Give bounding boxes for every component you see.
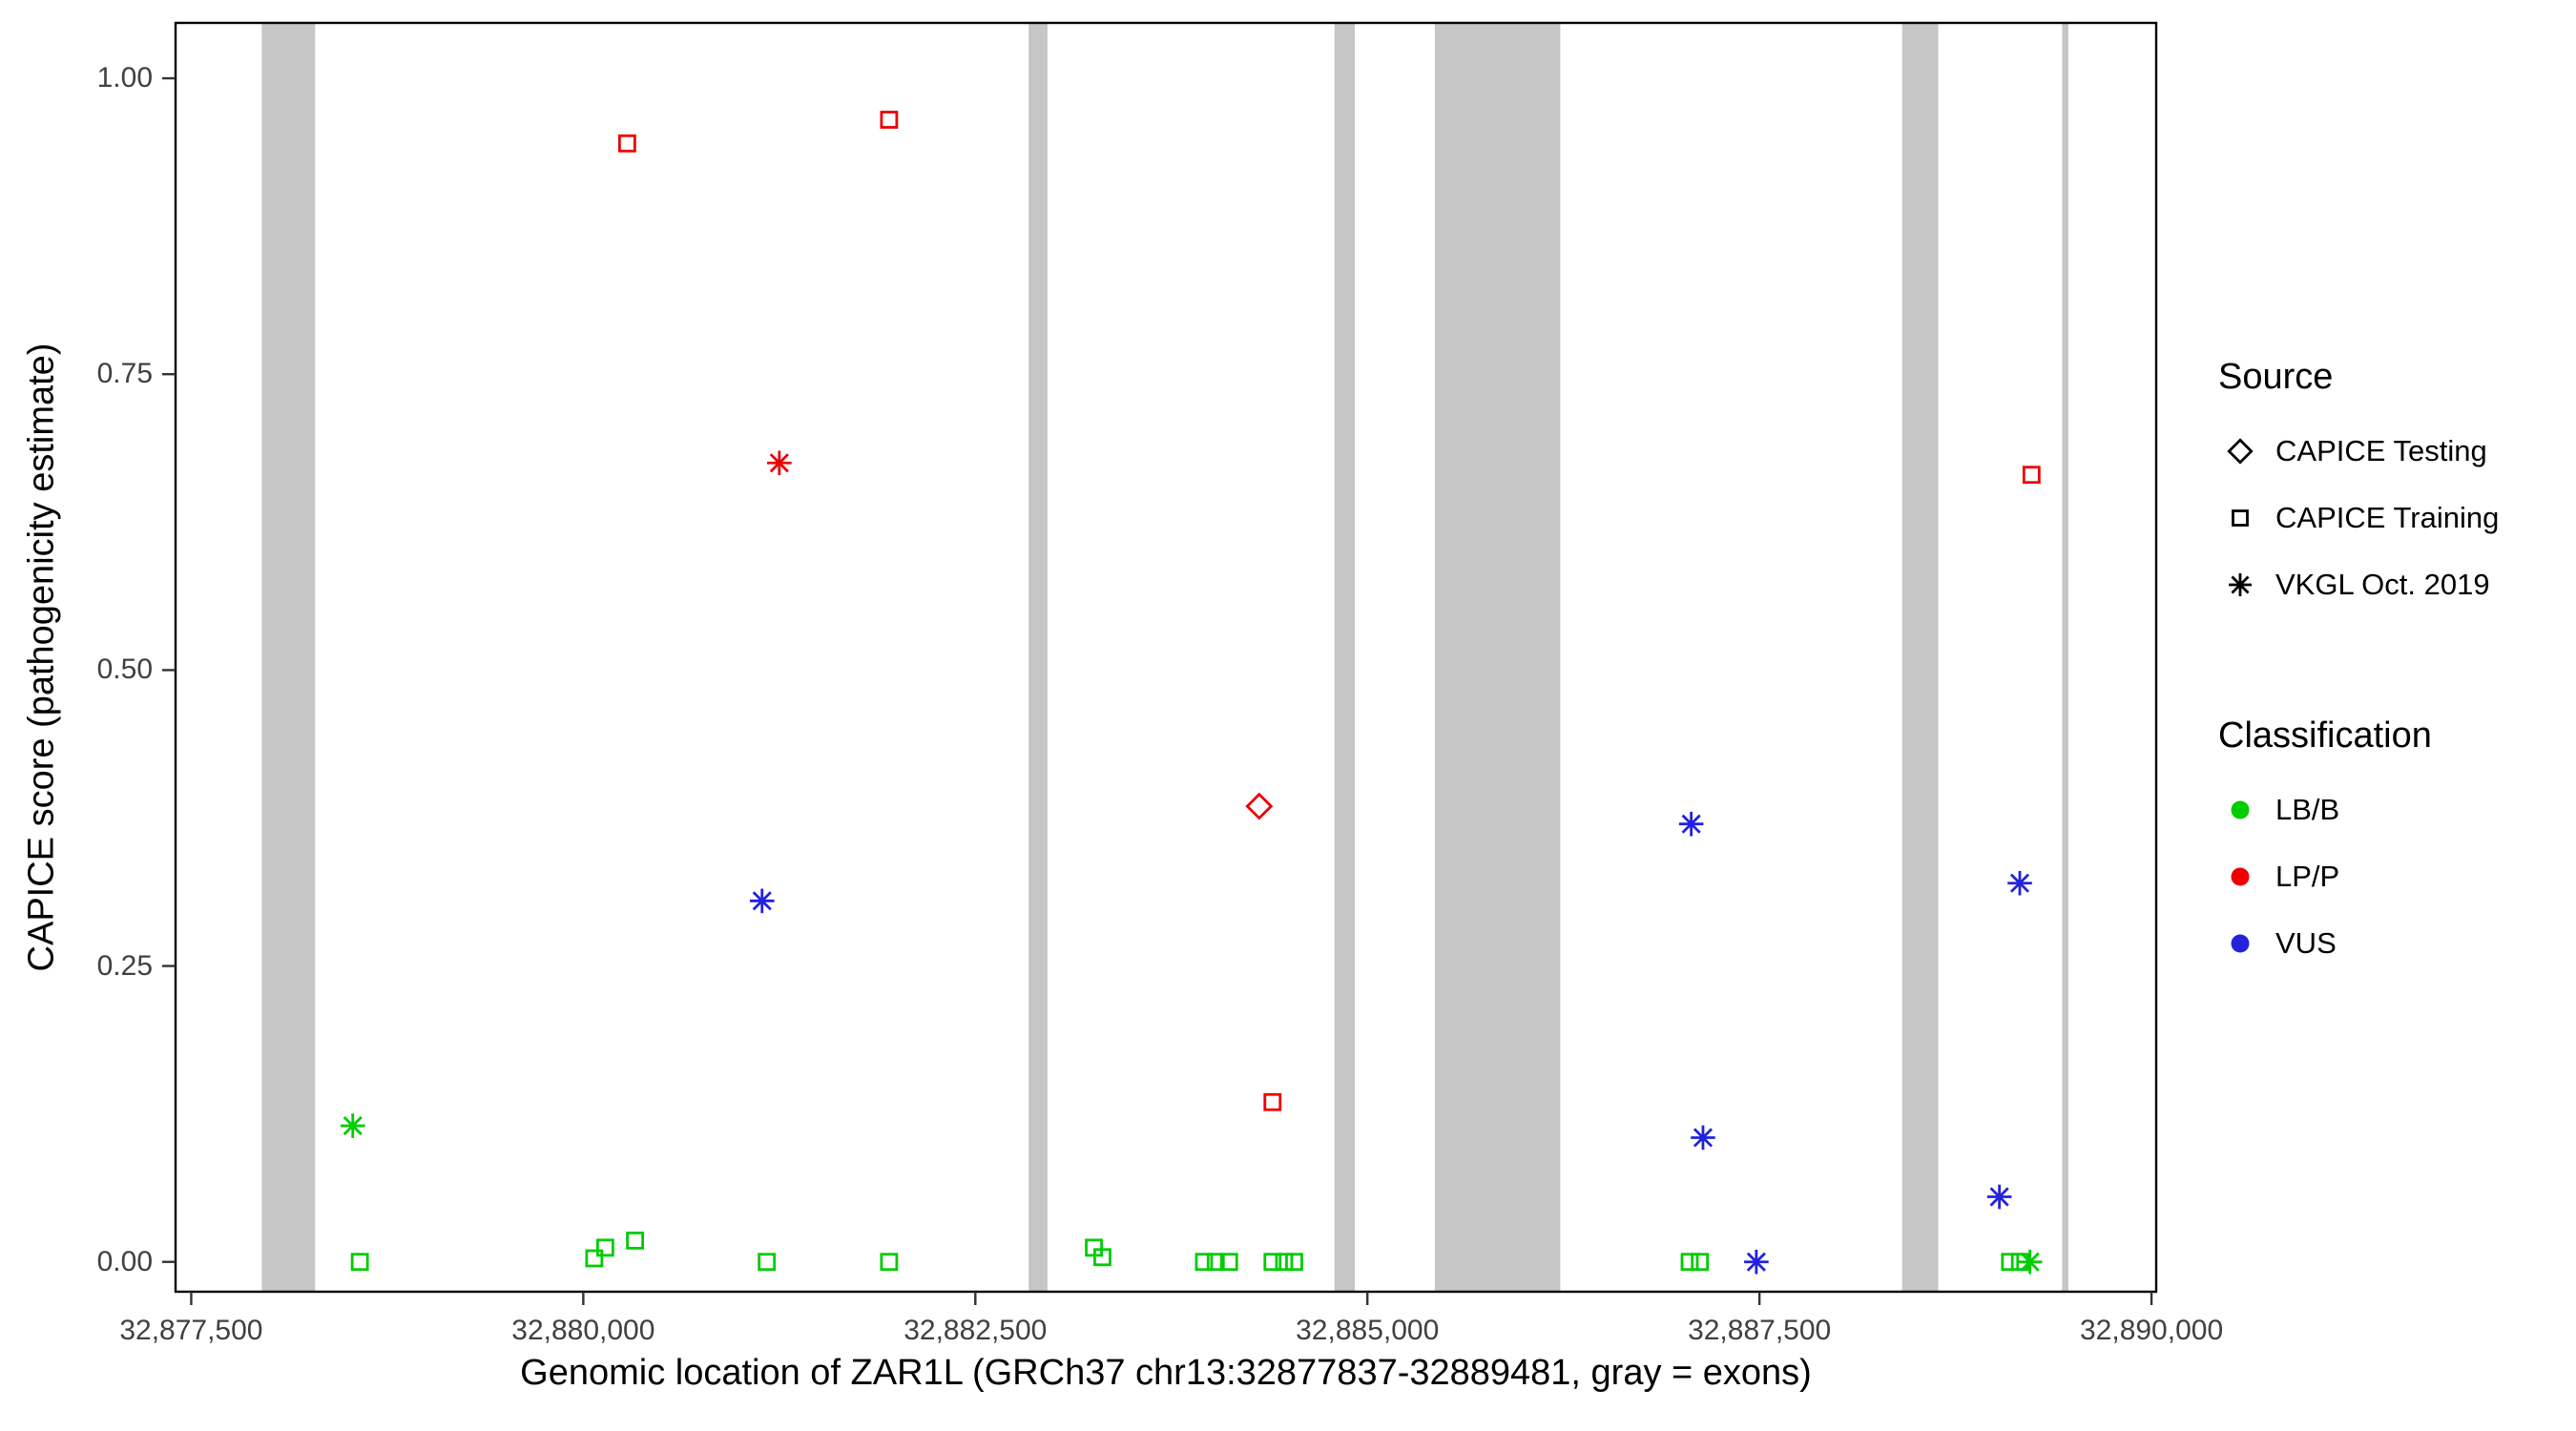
data-point-asterisk: [1691, 1125, 1715, 1151]
legend-item-classification: LB/B: [2218, 777, 2571, 843]
legend-classification-label: LB/B: [2275, 793, 2340, 826]
data-point-square: [758, 1253, 777, 1272]
exon-band: [261, 23, 316, 1292]
data-point-asterisk: [1986, 1184, 2012, 1210]
x-axis-title: Genomic location of ZAR1L (GRCh37 chr13:…: [520, 1353, 1812, 1393]
data-point-square: [880, 111, 899, 129]
data-point-square: [2022, 466, 2041, 485]
exon-band: [1434, 23, 1561, 1292]
data-point-square: [1275, 1253, 1294, 1272]
data-point-square: [2232, 509, 2249, 527]
legend-classification-label: VUS: [2275, 926, 2337, 960]
data-point-asterisk: [1744, 1249, 1769, 1275]
legend-source-title: Source: [2218, 357, 2334, 397]
dot-icon: [2231, 867, 2250, 886]
y-tick-label: 0.25: [96, 949, 153, 982]
data-point-asterisk: [340, 1113, 365, 1138]
diamond-icon: [2227, 438, 2254, 465]
data-point-square: [1263, 1092, 1282, 1111]
y-tick-label: 0.75: [96, 358, 153, 390]
exon-band: [1901, 23, 1939, 1292]
data-point-diamond: [2227, 438, 2254, 465]
legend-source-group: Source CAPICE Testing CAPICE Training VKGL…: [2218, 355, 2571, 618]
data-point-square: [1285, 1253, 1303, 1272]
dot-icon: [2231, 934, 2250, 953]
legend-source-label: CAPICE Training: [2275, 501, 2500, 534]
plot-panel: [176, 23, 2156, 1292]
x-tick-label: 32,885,000: [1296, 1315, 1440, 1346]
legend-item-source: CAPICE Testing: [2218, 418, 2571, 485]
data-point-square: [2010, 1253, 2029, 1272]
data-point-square: [1195, 1253, 1214, 1272]
data-point-square: [1206, 1253, 1225, 1272]
legend-source-items: CAPICE Testing CAPICE Training VKGL Oct. 2…: [2218, 418, 2571, 618]
data-point-square: [617, 134, 636, 153]
data-point-square: [1093, 1248, 1111, 1267]
data-point-asterisk: [2007, 870, 2032, 896]
x-tick-label: 32,890,000: [2079, 1315, 2224, 1346]
y-tick-label: 0.00: [96, 1245, 153, 1277]
x-tick-label: 32,877,500: [119, 1315, 263, 1346]
legend-classification-items: LB/B LP/P VUS: [2218, 777, 2571, 977]
legend-classification-title: Classification: [2218, 716, 2432, 756]
legend-classification-group: Classification LB/B LP/P VUS: [2218, 714, 2571, 977]
data-point-asterisk: [1678, 811, 1704, 837]
data-point-square: [1263, 1253, 1282, 1272]
y-tick-label: 0.50: [96, 653, 153, 686]
data-point-asterisk: [2017, 1249, 2043, 1275]
data-point-asterisk: [749, 888, 775, 914]
legend-classification-label: LP/P: [2275, 860, 2340, 893]
data-point-square: [626, 1232, 645, 1250]
legend-item-classification: VUS: [2218, 910, 2571, 977]
exon-band: [2062, 23, 2068, 1292]
data-point-square: [585, 1249, 604, 1268]
y-tick-label: 1.00: [96, 62, 153, 94]
asterisk-icon: [2229, 573, 2252, 596]
x-tick-label: 32,880,000: [511, 1315, 655, 1346]
exon-band: [1028, 23, 1048, 1292]
legend-source-label: VKGL Oct. 2019: [2275, 568, 2490, 601]
data-point-diamond: [1245, 792, 1274, 820]
data-point-square: [1680, 1253, 1699, 1272]
data-point-square: [1219, 1253, 1238, 1272]
data-point-square: [1691, 1253, 1710, 1272]
exon-band: [1334, 23, 1356, 1292]
legend-item-source: CAPICE Training: [2218, 485, 2571, 551]
legend-item-source: VKGL Oct. 2019: [2218, 551, 2571, 618]
x-tick-label: 32,882,500: [904, 1315, 1048, 1346]
legend: Source CAPICE Testing CAPICE Training VKGL…: [2218, 355, 2571, 977]
data-point-square: [595, 1238, 614, 1257]
legend-source-label: CAPICE Testing: [2275, 434, 2487, 467]
legend-item-classification: LP/P: [2218, 843, 2571, 910]
data-point-square: [2001, 1253, 2020, 1272]
data-point-asterisk: [767, 450, 792, 476]
data-point-square: [880, 1253, 899, 1272]
data-point-square: [350, 1253, 369, 1272]
square-icon: [2232, 509, 2249, 527]
dot-icon: [2231, 800, 2250, 819]
data-point-asterisk: [2229, 573, 2252, 596]
panel-border: [174, 21, 2158, 1294]
x-tick-label: 32,887,500: [1688, 1315, 1832, 1346]
